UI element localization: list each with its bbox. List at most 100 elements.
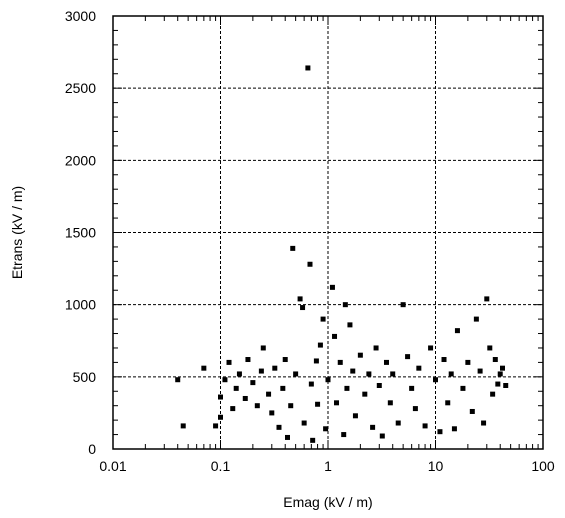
- data-point: [329, 284, 335, 290]
- data-point: [387, 400, 393, 406]
- y-tick-label: 2000: [65, 152, 96, 168]
- data-point: [180, 423, 186, 429]
- x-tick-label: 1: [324, 458, 332, 474]
- data-point: [422, 423, 428, 429]
- data-point: [226, 359, 232, 365]
- data-point: [242, 395, 248, 401]
- data-point: [390, 371, 396, 377]
- data-point: [288, 403, 294, 409]
- data-point: [315, 401, 321, 407]
- y-tick-label: 1500: [65, 225, 96, 241]
- y-tick-label: 3000: [65, 8, 96, 24]
- data-point: [347, 322, 353, 328]
- data-point: [293, 371, 299, 377]
- data-point: [484, 296, 490, 302]
- data-point: [218, 414, 223, 420]
- data-point: [416, 365, 422, 371]
- data-point: [260, 345, 266, 351]
- data-point: [445, 400, 451, 406]
- data-point: [320, 316, 326, 322]
- data-point: [376, 382, 382, 388]
- data-point: [492, 357, 498, 363]
- data-point: [334, 400, 340, 406]
- data-point: [383, 359, 389, 365]
- x-tick-label: 0.1: [211, 458, 231, 474]
- data-point: [276, 424, 282, 430]
- grid-lines: [113, 16, 543, 449]
- y-tick-label: 0: [88, 441, 96, 457]
- data-points: [175, 65, 509, 443]
- data-point: [233, 385, 239, 391]
- data-point: [499, 365, 505, 371]
- data-point: [503, 382, 509, 388]
- data-point: [487, 345, 493, 351]
- data-point: [441, 357, 447, 363]
- data-point: [201, 365, 207, 371]
- data-point: [305, 65, 311, 71]
- data-point: [307, 261, 313, 267]
- data-point: [218, 394, 223, 400]
- data-point: [473, 316, 479, 322]
- data-point: [337, 359, 343, 365]
- data-point: [284, 434, 290, 440]
- x-axis-title: Emag (kV / m): [283, 494, 372, 510]
- y-axis-title: Etrans (kV / m): [9, 186, 25, 279]
- data-point: [254, 403, 260, 409]
- data-point: [370, 424, 376, 430]
- data-point: [460, 385, 466, 391]
- data-point: [266, 391, 272, 397]
- data-point: [301, 420, 307, 426]
- data-point: [280, 385, 286, 391]
- y-tick-label: 1000: [65, 297, 96, 313]
- data-point: [272, 365, 278, 371]
- data-point: [313, 358, 319, 364]
- data-point: [332, 333, 338, 339]
- data-point: [317, 342, 323, 348]
- x-tick-label: 10: [428, 458, 444, 474]
- data-point: [490, 391, 496, 397]
- data-point: [366, 371, 372, 377]
- data-point: [323, 426, 329, 432]
- data-point: [469, 408, 475, 414]
- data-point: [448, 371, 454, 377]
- data-point: [175, 377, 181, 383]
- data-point: [258, 368, 264, 374]
- data-point: [409, 385, 415, 391]
- data-point: [230, 406, 236, 412]
- data-point: [342, 302, 348, 308]
- data-point: [352, 413, 358, 419]
- data-point: [405, 354, 411, 360]
- data-point: [433, 377, 438, 383]
- data-point: [344, 385, 350, 391]
- data-point: [300, 305, 306, 311]
- data-point: [222, 377, 228, 383]
- data-point: [481, 420, 487, 426]
- data-point: [297, 296, 303, 302]
- data-point: [308, 381, 314, 387]
- y-tick-label: 2500: [65, 80, 96, 96]
- x-tick-label: 0.01: [99, 458, 126, 474]
- data-point: [245, 357, 251, 363]
- data-point: [437, 429, 443, 435]
- data-point: [400, 302, 406, 308]
- y-tick-label: 500: [73, 369, 97, 385]
- data-point: [282, 357, 288, 363]
- data-point: [379, 433, 385, 439]
- data-point: [373, 345, 379, 351]
- data-point: [325, 377, 331, 383]
- data-point: [497, 371, 503, 377]
- x-tick-label: 100: [531, 458, 555, 474]
- data-point: [350, 368, 356, 374]
- data-point: [357, 352, 363, 358]
- data-point: [290, 245, 296, 251]
- data-point: [236, 371, 242, 377]
- data-point: [310, 437, 316, 443]
- data-point: [477, 368, 483, 374]
- data-point: [451, 426, 457, 432]
- data-point: [395, 420, 401, 426]
- data-point: [454, 328, 460, 334]
- data-point: [412, 406, 418, 412]
